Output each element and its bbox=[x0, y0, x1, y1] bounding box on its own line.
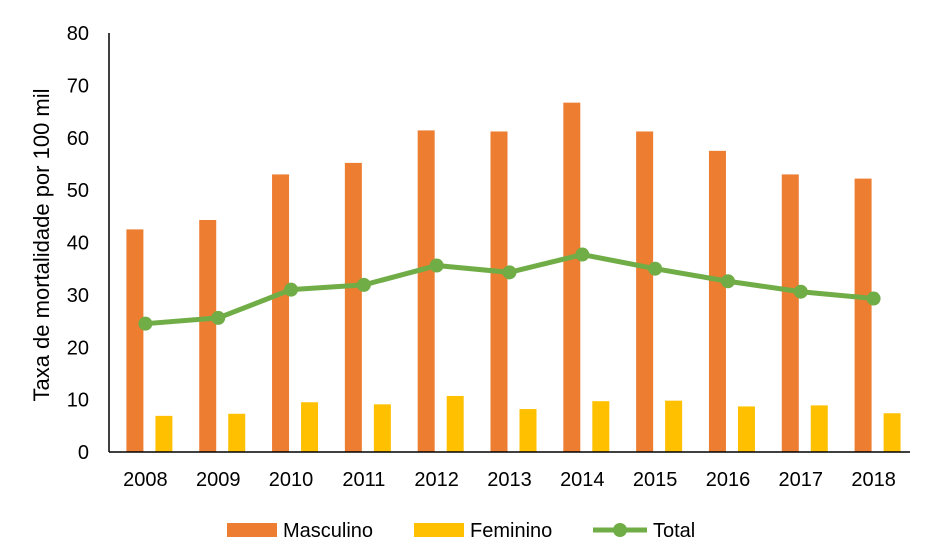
line-series-group bbox=[138, 247, 881, 331]
line-total bbox=[145, 252, 874, 327]
bar-masculino-2009 bbox=[199, 219, 217, 452]
point-total-2017 bbox=[793, 284, 808, 299]
legend-swatch bbox=[227, 523, 277, 537]
x-tick-label: 2008 bbox=[123, 469, 168, 491]
x-tick-label: 2011 bbox=[342, 469, 385, 491]
point-total-2009 bbox=[211, 310, 226, 325]
bar-feminino-2012 bbox=[446, 395, 464, 452]
y-tick-label: 60 bbox=[67, 128, 89, 150]
bar-masculino-2013 bbox=[490, 131, 508, 452]
bar-feminino-2010 bbox=[301, 402, 319, 452]
point-total-2016 bbox=[720, 274, 735, 289]
bar-feminino-2016 bbox=[737, 406, 755, 452]
point-total-2018 bbox=[866, 291, 881, 306]
axes bbox=[108, 33, 910, 453]
y-tick-label: 10 bbox=[67, 390, 89, 412]
y-axis-label: Taxa de mortalidade por 100 mil bbox=[29, 88, 54, 401]
bar-masculino-2012 bbox=[417, 130, 435, 453]
bar-masculino-2018 bbox=[854, 178, 872, 453]
x-tick-label: 2009 bbox=[196, 469, 241, 491]
legend-swatch bbox=[414, 523, 464, 537]
legend: Masculino Feminino Total bbox=[227, 520, 695, 542]
bar-feminino-2011 bbox=[373, 404, 391, 452]
bar-masculino-2016 bbox=[708, 150, 726, 452]
y-tick-label: 20 bbox=[67, 337, 89, 359]
x-tick-label: 2016 bbox=[706, 469, 751, 491]
y-axis-ticks: 0 10 20 30 40 50 60 70 80 bbox=[67, 23, 89, 464]
y-tick-label: 80 bbox=[67, 23, 89, 45]
y-tick-label: 70 bbox=[67, 75, 89, 97]
bar-feminino-2008 bbox=[155, 415, 173, 452]
x-axis-ticks: 2008 2009 2010 2011 2012 2013 2014 2015 2016 2017… bbox=[123, 469, 896, 491]
x-tick-label: 2018 bbox=[851, 469, 896, 491]
bar-masculino-2014 bbox=[563, 102, 581, 452]
x-tick-label: 2014 bbox=[560, 469, 605, 491]
legend-item-masculino: Masculino bbox=[227, 520, 373, 542]
bar-series-group bbox=[126, 102, 901, 453]
x-tick-label: 2012 bbox=[414, 469, 459, 491]
legend-swatch-marker bbox=[613, 523, 627, 537]
point-total-2008 bbox=[138, 316, 153, 331]
point-total-2013 bbox=[502, 265, 517, 280]
x-tick-label: 2015 bbox=[633, 469, 678, 491]
point-total-2012 bbox=[429, 258, 444, 273]
bar-masculino-2011 bbox=[344, 162, 362, 452]
bar-masculino-2015 bbox=[636, 131, 654, 452]
y-tick-label: 50 bbox=[67, 180, 89, 202]
bar-masculino-2008 bbox=[126, 229, 144, 452]
legend-label: Feminino bbox=[470, 520, 552, 542]
legend-label: Masculino bbox=[283, 520, 373, 542]
x-tick-label: 2017 bbox=[779, 469, 824, 491]
legend-item-total: Total bbox=[593, 520, 695, 542]
legend-item-feminino: Feminino bbox=[414, 520, 552, 542]
point-total-2014 bbox=[575, 247, 590, 262]
x-tick-label: 2013 bbox=[487, 469, 532, 491]
bar-masculino-2010 bbox=[272, 174, 290, 452]
x-tick-label: 2010 bbox=[269, 469, 314, 491]
bar-feminino-2009 bbox=[228, 413, 246, 452]
point-total-2015 bbox=[648, 261, 663, 276]
bar-feminino-2014 bbox=[592, 401, 610, 452]
bar-feminino-2017 bbox=[810, 405, 828, 452]
bar-masculino-2017 bbox=[781, 174, 799, 452]
legend-label: Total bbox=[653, 520, 695, 542]
bar-feminino-2013 bbox=[519, 409, 537, 452]
y-tick-label: 0 bbox=[78, 442, 89, 464]
point-total-2010 bbox=[284, 282, 299, 297]
bar-feminino-2015 bbox=[665, 400, 683, 452]
point-total-2011 bbox=[356, 277, 371, 292]
bar-feminino-2018 bbox=[883, 413, 901, 452]
y-tick-label: 30 bbox=[67, 285, 89, 307]
y-tick-label: 40 bbox=[67, 233, 89, 255]
